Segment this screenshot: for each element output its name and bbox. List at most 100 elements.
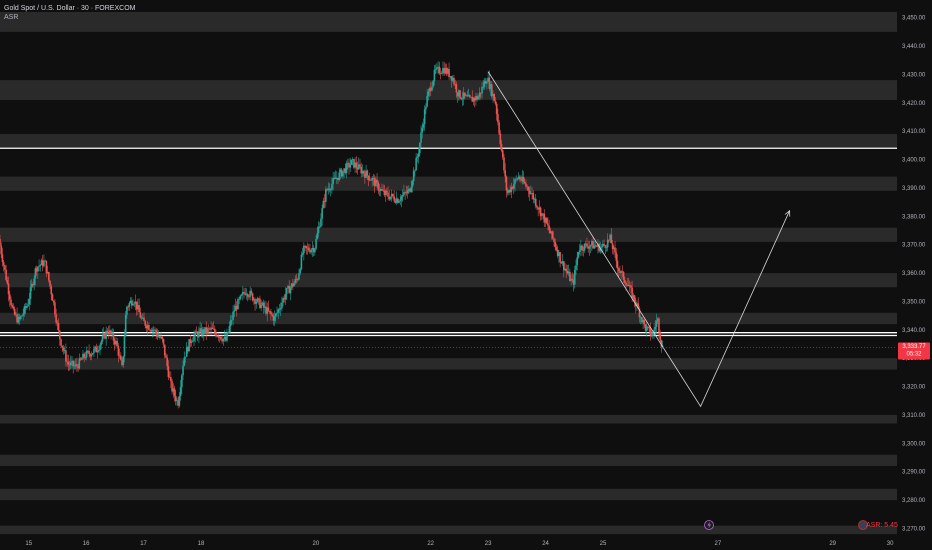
candle-body: [101, 335, 104, 342]
candle-body: [327, 188, 330, 191]
asr-badge[interactable]: ASR: 5.45: [858, 520, 899, 530]
candle-body: [2, 262, 5, 266]
candle-body: [395, 198, 398, 203]
candle-body: [649, 328, 652, 336]
candle-body: [277, 309, 280, 313]
candle-body: [643, 319, 646, 325]
candle-body: [366, 170, 369, 176]
candle-body: [519, 176, 521, 180]
candle-body: [264, 306, 266, 308]
candle-body: [532, 193, 535, 200]
y-tick-label: 3,430.00: [902, 72, 926, 78]
candle-body: [500, 144, 503, 151]
candle-body: [141, 317, 144, 319]
candle-body: [549, 230, 552, 234]
candle-body: [157, 336, 160, 338]
time-axis[interactable]: 15 16 17 18 20 22 23 24 25 27 29 30: [25, 541, 894, 547]
candle-body: [530, 192, 532, 194]
candle-body: [54, 302, 56, 315]
candle-body: [562, 261, 565, 271]
candle-body: [52, 300, 55, 303]
zone-band: [0, 414, 897, 424]
candle-body: [636, 303, 638, 307]
candle-body: [560, 261, 563, 264]
x-tick-label: 25: [600, 541, 607, 547]
candle-body: [90, 354, 93, 357]
candle-body: [102, 332, 105, 336]
indicator-label[interactable]: ASR: [4, 14, 19, 21]
candle-body: [205, 327, 208, 333]
candle-body: [179, 387, 182, 396]
candle-body: [572, 279, 575, 285]
candle-body: [38, 265, 40, 267]
candle-body: [213, 328, 216, 333]
candle-body: [112, 332, 115, 341]
candle-body: [27, 304, 29, 307]
candle-body: [316, 233, 319, 240]
candle-body: [194, 331, 197, 336]
candle-body: [260, 304, 262, 309]
candle-body: [490, 84, 493, 97]
x-tick-label: 18: [198, 541, 205, 547]
candle-body: [200, 328, 203, 336]
candle-body: [404, 191, 406, 193]
candle-body: [325, 189, 327, 202]
event-marker[interactable]: [704, 520, 714, 530]
candle-body: [383, 190, 386, 196]
candle-body: [342, 171, 344, 177]
candle-body: [589, 244, 592, 247]
candle-body: [344, 168, 347, 174]
candle-body: [0, 239, 1, 246]
candle-body: [604, 245, 607, 248]
candle-body: [445, 67, 448, 74]
candle-body: [237, 299, 239, 310]
candle-body: [403, 191, 405, 195]
candle-body: [65, 350, 67, 362]
y-tick-label: 3,270.00: [902, 526, 926, 532]
candle-body: [654, 326, 657, 330]
candle-body: [294, 278, 297, 283]
projection-path[interactable]: [487, 71, 791, 408]
candle-body: [591, 241, 593, 245]
candle-body: [564, 268, 566, 271]
candle-body: [415, 157, 417, 171]
x-tick-label: 17: [140, 541, 147, 547]
candle-body: [49, 280, 51, 287]
candle-body: [630, 285, 632, 288]
y-tick-label: 3,380.00: [902, 214, 926, 220]
candle-body: [287, 286, 289, 288]
candle-body: [527, 187, 530, 191]
projection-line[interactable]: [487, 71, 790, 408]
candle-body: [345, 163, 348, 174]
candle-body: [483, 81, 486, 88]
x-tick-label: 20: [313, 541, 320, 547]
candle-body: [508, 189, 510, 193]
candle-body: [72, 360, 75, 367]
symbol-title[interactable]: Gold Spot / U.S. Dollar · 30 · FOREXCOM: [4, 5, 136, 12]
candle-body: [517, 176, 520, 179]
candle-body: [87, 350, 89, 352]
candle-body: [82, 353, 84, 360]
candle-body: [139, 312, 142, 318]
candle-body: [326, 189, 328, 191]
candle-body: [239, 295, 242, 299]
level-lines[interactable]: [0, 147, 897, 337]
candle-body: [401, 194, 404, 197]
candle-body: [129, 300, 132, 303]
zone-band: [0, 488, 897, 501]
candle-body: [40, 260, 43, 265]
candle-body: [534, 198, 537, 206]
candle-body: [24, 306, 27, 309]
candle-body: [432, 80, 435, 87]
candle-body: [111, 332, 114, 335]
candle-body: [526, 186, 528, 188]
candle-body: [387, 192, 389, 197]
zone-band: [0, 312, 897, 325]
zone-band: [0, 454, 897, 467]
candle-body: [60, 339, 62, 346]
candle-body: [531, 192, 533, 194]
candle-body: [659, 332, 661, 340]
candle-body: [573, 270, 576, 285]
candle-body: [449, 76, 452, 78]
